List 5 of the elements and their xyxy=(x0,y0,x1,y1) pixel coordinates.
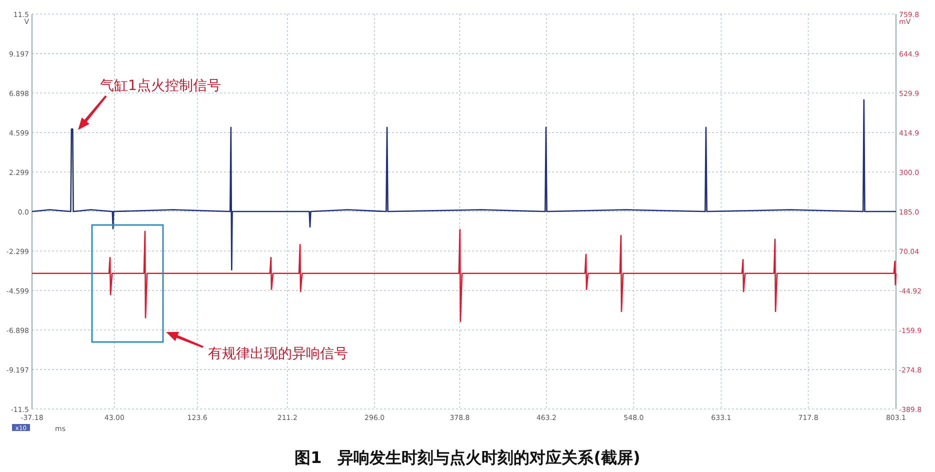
line-series xyxy=(31,229,897,322)
annotation: 有规律出现的异响信号 xyxy=(208,346,348,362)
line-series xyxy=(31,99,897,271)
annotation: 气缸1点火控制信号 xyxy=(100,78,221,94)
text: 图1 异响发生时刻与点火时刻的对应关系(截屏) xyxy=(294,448,640,467)
